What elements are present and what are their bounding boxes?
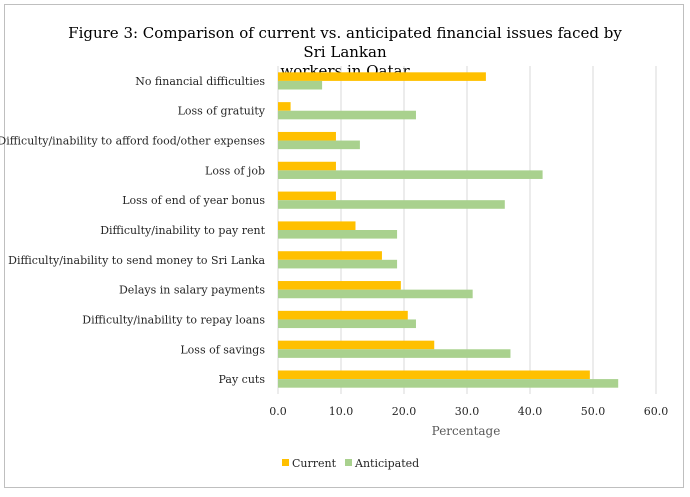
category-label: Loss of job [205,164,265,177]
x-tick-label: 60.0 [644,405,669,418]
bar-current-10 [278,370,590,380]
legend-swatch-anticipated [345,459,352,466]
bar-anticipated-4 [278,200,505,209]
bar-anticipated-9 [278,349,511,358]
bar-current-0 [278,72,486,81]
category-label: Loss of savings [180,343,265,356]
category-label: Loss of gratuity [178,105,266,118]
bar-current-4 [278,191,336,201]
x-tick-label: 50.0 [581,405,606,418]
bar-anticipated-1 [278,110,416,120]
bar-current-7 [278,281,401,290]
bar-anticipated-0 [278,80,323,90]
bar-anticipated-7 [278,289,473,299]
chart-frame [4,4,684,488]
bar-anticipated-2 [278,140,360,150]
bar-current-1 [278,102,291,111]
bar-current-3 [278,161,336,171]
category-label: Difficulty/inability to pay rent [100,224,265,237]
bar-anticipated-6 [278,259,398,269]
bar-anticipated-10 [278,379,619,388]
bar-current-9 [278,340,435,350]
category-label: Delays in salary payments [119,284,265,297]
legend: Current Anticipated [282,457,419,470]
x-tick-label: 0.0 [269,405,287,418]
x-tick-label: 40.0 [518,405,543,418]
x-tick-label: 20.0 [392,405,417,418]
legend-label-anticipated: Anticipated [354,457,419,470]
bar-anticipated-3 [278,170,543,179]
x-tick-labels: 0.0 10.0 20.0 30.0 40.0 50.0 60.0 [269,405,668,418]
category-labels: No financial difficulties Loss of gratuit… [0,75,266,386]
x-tick-label: 30.0 [455,405,480,418]
legend-swatch-current [282,459,289,466]
bar-current-6 [278,251,382,260]
chart-title-line-1: Figure 3: Comparison of current vs. anti… [68,24,622,61]
bar-current-8 [278,310,408,320]
bar-current-5 [278,221,356,230]
category-label: Pay cuts [219,373,266,386]
category-label: Difficulty/inability to send money to Sr… [8,254,265,267]
category-label: Difficulty/inability to repay loans [82,313,265,326]
category-label: No financial difficulties [135,75,265,88]
legend-label-current: Current [292,457,337,470]
bar-current-2 [278,131,336,141]
category-label: Loss of end of year bonus [122,194,265,207]
x-axis-title: Percentage [432,424,501,438]
x-tick-label: 10.0 [329,405,354,418]
bar-anticipated-5 [278,230,398,239]
category-label: Difficulty/inability to afford food/othe… [0,135,265,148]
bars [278,72,619,388]
bar-anticipated-8 [278,319,416,329]
